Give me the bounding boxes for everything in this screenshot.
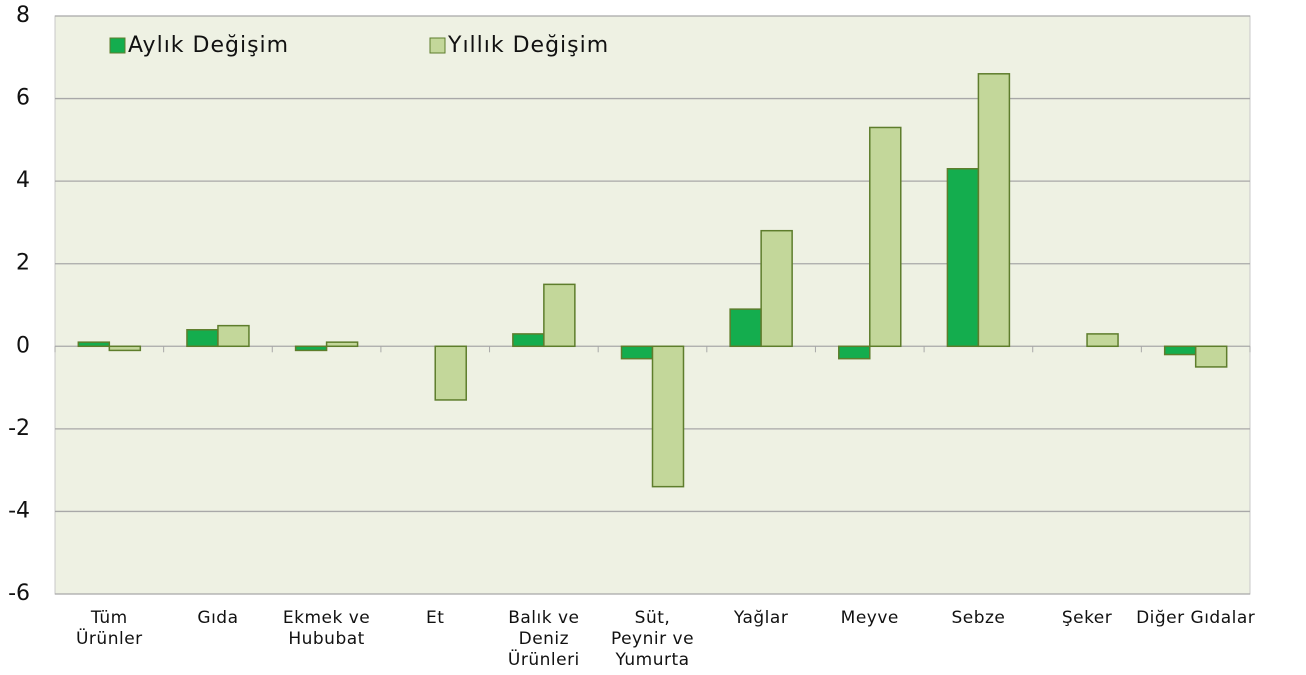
bar bbox=[217, 324, 250, 348]
y-tick-label: 0 bbox=[16, 333, 30, 358]
bar bbox=[729, 308, 762, 348]
y-tick-label: 4 bbox=[16, 168, 30, 193]
bar bbox=[1086, 333, 1119, 348]
bar bbox=[77, 341, 111, 348]
plot-area bbox=[54, 15, 1251, 595]
bar bbox=[869, 126, 902, 348]
legend-label: Yıllık Değişim bbox=[447, 33, 609, 58]
bar bbox=[1194, 345, 1228, 368]
x-tick-label: Gıda bbox=[197, 608, 239, 628]
y-tick-label: -2 bbox=[8, 416, 30, 441]
bar bbox=[108, 345, 142, 352]
bar bbox=[294, 345, 328, 352]
x-tick-label: Et bbox=[426, 608, 445, 628]
bar bbox=[977, 73, 1011, 348]
x-tick-label: Tüm Ürünler bbox=[75, 608, 143, 649]
bar bbox=[946, 168, 980, 348]
x-tick-label: Balık ve Deniz Ürünleri bbox=[507, 608, 580, 670]
x-tick-label: Şeker bbox=[1061, 608, 1113, 628]
x-tick-label: Yağlar bbox=[733, 608, 789, 628]
bar bbox=[512, 333, 545, 348]
y-tick-label: 6 bbox=[16, 86, 30, 111]
y-tick-label: -4 bbox=[8, 498, 30, 523]
legend-swatch bbox=[109, 37, 126, 54]
bar bbox=[651, 345, 685, 488]
y-tick-label: 8 bbox=[16, 3, 30, 28]
bar bbox=[760, 229, 793, 348]
bar bbox=[186, 329, 219, 348]
x-tick-label: Süt, Peynir ve Yumurta bbox=[610, 608, 695, 670]
x-tick-label: Sebze bbox=[951, 608, 1006, 628]
bar bbox=[434, 345, 467, 401]
bar bbox=[325, 341, 359, 348]
bar bbox=[838, 345, 871, 360]
bar bbox=[620, 345, 654, 360]
x-tick-label: Meyve bbox=[840, 608, 899, 628]
x-tick-label: Ekmek ve Hububat bbox=[282, 608, 371, 649]
bar bbox=[1163, 345, 1197, 356]
x-tick-label: Diğer Gıdalar bbox=[1136, 608, 1256, 628]
y-tick-label: -6 bbox=[8, 581, 30, 606]
y-tick-label: 2 bbox=[16, 251, 30, 276]
legend-label: Aylık Değişim bbox=[128, 33, 289, 58]
bar bbox=[543, 283, 576, 348]
legend-swatch bbox=[429, 37, 446, 54]
